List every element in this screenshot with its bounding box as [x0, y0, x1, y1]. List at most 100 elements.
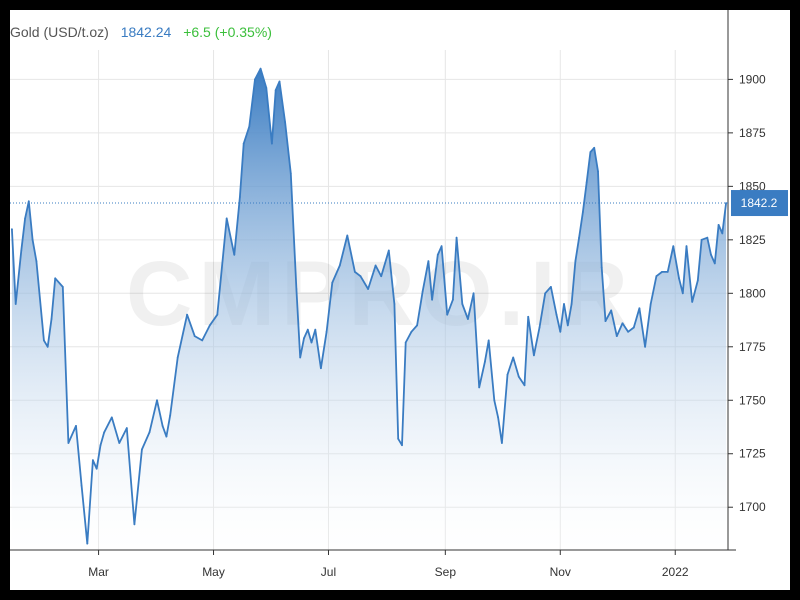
- data-point: [517, 375, 520, 378]
- y-tick-label: 1900: [739, 72, 766, 86]
- data-point: [54, 277, 57, 280]
- data-point: [35, 260, 38, 263]
- data-point: [165, 435, 168, 438]
- data-point: [274, 89, 277, 91]
- data-point: [672, 245, 675, 248]
- data-point: [410, 330, 413, 333]
- data-point: [259, 67, 262, 70]
- data-point: [544, 292, 547, 295]
- y-tick-label: 1725: [739, 447, 766, 461]
- data-point: [472, 292, 475, 295]
- data-point: [314, 328, 317, 331]
- data-point: [527, 315, 530, 318]
- data-point: [600, 266, 603, 269]
- chart-panel: CMPRO.IR 1700172517501775180018251850187…: [10, 10, 790, 590]
- data-point: [201, 339, 204, 342]
- data-point: [431, 298, 433, 301]
- data-point: [638, 307, 641, 310]
- data-point: [374, 264, 377, 267]
- y-tick-label: 1875: [739, 126, 766, 140]
- data-point: [367, 288, 369, 290]
- data-point: [208, 324, 211, 327]
- data-point: [678, 277, 680, 280]
- data-point: [176, 356, 179, 359]
- data-point: [354, 271, 356, 273]
- data-point: [681, 292, 684, 295]
- data-point: [725, 202, 727, 204]
- data-point: [248, 125, 251, 128]
- data-point: [31, 238, 34, 241]
- x-tick-label: Nov: [550, 565, 571, 579]
- x-tick-label: 2022: [662, 565, 689, 579]
- data-point: [493, 399, 496, 402]
- y-tick-label: 1800: [739, 286, 766, 300]
- data-point: [86, 542, 89, 545]
- data-point: [393, 303, 396, 305]
- data-point: [401, 444, 403, 447]
- x-tick-label: Jul: [321, 565, 336, 579]
- data-point: [46, 345, 49, 348]
- data-point: [644, 345, 646, 348]
- gold-price-chart: CMPRO.IR 1700172517501775180018251850187…: [10, 10, 788, 579]
- data-point: [446, 313, 449, 316]
- data-point: [14, 303, 17, 305]
- data-point: [271, 142, 273, 145]
- price-points: [11, 67, 727, 545]
- data-point: [278, 80, 281, 83]
- data-point: [92, 459, 94, 462]
- last-value-badge: [731, 190, 788, 217]
- data-point: [555, 313, 558, 316]
- last-value-label: 1842.2: [741, 196, 778, 210]
- data-point: [233, 253, 236, 256]
- data-point: [585, 181, 588, 184]
- data-point: [11, 228, 13, 231]
- data-point: [559, 330, 562, 333]
- data-point: [387, 249, 390, 252]
- data-point: [461, 303, 464, 305]
- data-point: [295, 288, 298, 290]
- data-point: [254, 78, 256, 81]
- data-point: [589, 151, 592, 154]
- data-point: [284, 121, 286, 124]
- data-point: [133, 523, 136, 526]
- data-point: [43, 339, 45, 342]
- data-point: [95, 467, 98, 470]
- data-point: [99, 444, 102, 447]
- data-point: [512, 356, 515, 359]
- data-point: [125, 427, 128, 429]
- data-point: [225, 217, 228, 220]
- data-point: [696, 279, 699, 282]
- last-value-marker: 1842.2: [10, 190, 788, 217]
- data-point: [497, 416, 499, 419]
- data-point: [421, 290, 424, 293]
- data-point: [455, 236, 458, 239]
- data-point: [169, 414, 172, 417]
- data-point: [20, 249, 23, 252]
- data-point: [597, 170, 599, 173]
- data-point: [478, 386, 481, 389]
- y-tick-label: 1700: [739, 500, 766, 514]
- data-point: [103, 431, 106, 434]
- data-point: [67, 442, 70, 444]
- data-point: [338, 264, 341, 267]
- data-point: [404, 341, 407, 344]
- data-point: [700, 238, 703, 241]
- y-tick-label: 1850: [739, 179, 766, 193]
- data-point: [615, 335, 618, 337]
- data-point: [216, 313, 219, 316]
- data-point: [440, 245, 443, 248]
- data-point: [110, 416, 113, 419]
- chart-header: Gold (USD/t.oz) 1842.24 +6.5 (+0.35%): [10, 24, 280, 40]
- data-point: [627, 330, 629, 333]
- data-point: [299, 356, 302, 359]
- data-point: [570, 303, 573, 305]
- data-point: [706, 236, 709, 239]
- data-point: [621, 322, 624, 325]
- y-axis-ticks: 1700 1725 1750 1775 1800 1825 1850 1875 1900: [728, 72, 766, 514]
- data-point: [566, 324, 569, 327]
- price-line: [11, 67, 727, 545]
- y-tick-label: 1825: [739, 233, 766, 247]
- data-point: [685, 245, 688, 248]
- data-point: [610, 309, 613, 312]
- current-price: 1842.24: [120, 24, 172, 40]
